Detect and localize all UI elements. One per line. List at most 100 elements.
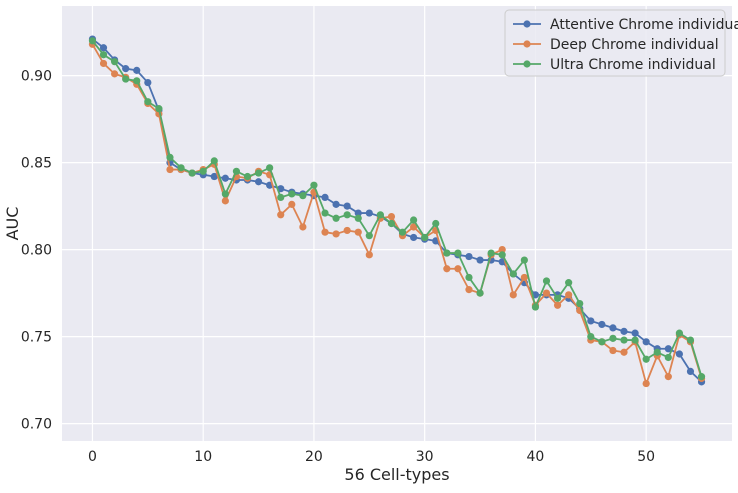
data-point (609, 324, 617, 332)
data-point (343, 226, 351, 235)
data-point (343, 202, 351, 210)
data-point (288, 190, 296, 198)
y-axis-label: AUC (3, 207, 22, 241)
data-point (410, 233, 418, 242)
data-point (509, 270, 517, 278)
legend-item: Deep Chrome individual (513, 37, 719, 53)
data-point (642, 338, 650, 346)
data-point (111, 70, 119, 78)
data-point (299, 192, 307, 200)
data-point (133, 77, 141, 85)
data-point (122, 65, 130, 73)
data-point (288, 200, 296, 208)
data-point (277, 211, 285, 219)
data-point (620, 327, 628, 335)
data-point (465, 273, 473, 282)
data-point (321, 193, 329, 201)
x-axis-label: 56 Cell-types (344, 465, 449, 484)
data-point (365, 251, 373, 259)
data-point (576, 299, 584, 308)
data-point (332, 230, 340, 238)
data-point (365, 209, 373, 217)
data-point (310, 181, 318, 189)
data-point (277, 193, 285, 201)
data-point (365, 232, 373, 240)
data-point (221, 197, 229, 205)
data-point (476, 256, 484, 264)
data-point (332, 200, 340, 208)
y-tick-label: 0.85 (21, 156, 52, 172)
data-point (254, 169, 263, 177)
data-point (376, 211, 384, 219)
legend-label: Deep Chrome individual (550, 37, 719, 53)
data-point (144, 78, 152, 87)
tick-labels: 0 10 20 30 40 50 0.70 0.75 0.80 0.85 0.90 (21, 69, 655, 465)
data-point (565, 291, 573, 299)
data-point (531, 303, 540, 311)
data-point (432, 219, 440, 228)
data-point (387, 219, 396, 228)
data-point (387, 212, 396, 221)
data-point (520, 273, 528, 282)
data-point (553, 301, 562, 309)
data-point (266, 164, 274, 172)
data-point (520, 256, 528, 264)
data-point (465, 286, 473, 294)
data-point (111, 58, 119, 66)
data-point (664, 345, 672, 353)
data-point (133, 66, 141, 74)
legend-box (504, 9, 726, 77)
series-2 (88, 37, 706, 381)
data-point (565, 279, 573, 287)
data-point (99, 44, 108, 52)
data-point (254, 178, 263, 186)
data-point (398, 228, 407, 236)
data-point (620, 348, 628, 356)
x-tick-label: 30 (416, 449, 434, 465)
data-point (542, 289, 551, 297)
data-point (210, 157, 218, 165)
data-point (354, 214, 362, 222)
y-tick-label: 0.70 (21, 417, 52, 433)
data-point (88, 37, 97, 45)
legend: Attentive Chrome individual Deep Chrome i… (504, 9, 738, 77)
data-point (642, 355, 650, 363)
data-point (343, 211, 351, 219)
data-point (221, 174, 229, 182)
legend-marker (523, 20, 531, 28)
data-point (620, 336, 628, 344)
data-point (697, 373, 706, 381)
data-point (598, 320, 606, 329)
data-point (598, 338, 606, 346)
data-point (465, 252, 473, 261)
x-tick-label: 0 (88, 449, 97, 465)
data-point (443, 265, 451, 273)
y-tick-label: 0.90 (21, 69, 52, 85)
data-point (122, 75, 130, 83)
data-point (542, 277, 551, 285)
data-point (99, 59, 108, 68)
data-point (243, 172, 252, 181)
data-point (210, 172, 218, 181)
data-point (487, 249, 495, 257)
data-point (476, 289, 484, 297)
data-point (454, 249, 462, 257)
legend-item: Ultra Chrome individual (513, 57, 716, 73)
data-point (553, 294, 562, 302)
data-point (631, 329, 639, 337)
data-point (675, 350, 684, 358)
data-point (155, 105, 163, 113)
data-point (675, 329, 684, 337)
data-point (410, 216, 418, 224)
data-point (609, 334, 617, 342)
data-point (686, 367, 695, 375)
data-point (664, 353, 672, 362)
data-point (99, 51, 108, 59)
legend-label: Ultra Chrome individual (550, 57, 716, 73)
data-point (299, 223, 307, 231)
data-point (144, 98, 152, 106)
x-tick-label: 10 (194, 449, 212, 465)
data-point (498, 246, 506, 254)
